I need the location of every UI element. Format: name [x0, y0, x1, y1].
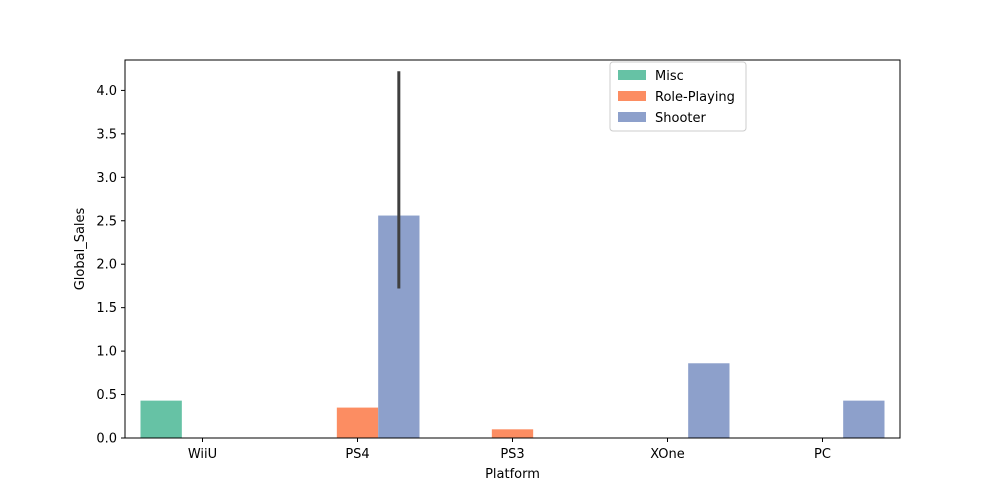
bars-layer — [140, 215, 885, 438]
bar-role-playing-ps4 — [336, 407, 379, 438]
x-tick-label: PC — [814, 447, 831, 462]
y-tick-label: 3.0 — [96, 171, 117, 186]
legend-label-role-playing: Role-Playing — [655, 90, 735, 105]
legend: Misc Role-Playing Shooter — [609, 61, 747, 132]
y-tick-label: 3.5 — [96, 127, 117, 142]
x-axis-title: Platform — [485, 467, 540, 482]
bar-role-playing-ps3 — [491, 429, 534, 438]
x-tick-label: WiiU — [188, 447, 217, 462]
legend-swatch-role-playing — [618, 91, 646, 101]
bar-misc-wiiu — [140, 400, 182, 438]
x-tick-label: XOne — [650, 447, 685, 462]
y-tick-label: 1.5 — [96, 301, 117, 316]
y-tick-label: 2.5 — [96, 214, 117, 229]
legend-label-shooter: Shooter — [655, 111, 706, 126]
y-axis-title: Global_Sales — [73, 207, 88, 290]
y-tick-label: 2.0 — [96, 258, 117, 273]
plot-frame — [124, 59, 901, 439]
y-tick-label: 0.0 — [96, 432, 117, 447]
legend-swatch-misc — [618, 70, 646, 80]
bar-shooter-pc — [843, 400, 885, 438]
axes-layer: 0.0 0.5 1.0 1.5 2.0 2.5 3.0 3.5 4.0 WiiU PS4 PS3 XOn… — [96, 59, 901, 462]
x-tick-label: PS4 — [345, 447, 369, 462]
x-tick-label: PS3 — [500, 447, 524, 462]
bar-shooter-xone — [688, 363, 730, 438]
y-tick-label: 4.0 — [96, 84, 117, 99]
legend-label-misc: Misc — [655, 69, 684, 84]
y-tick-label: 1.0 — [96, 345, 117, 360]
y-tick-label: 0.5 — [96, 388, 117, 403]
legend-swatch-shooter — [618, 112, 646, 122]
